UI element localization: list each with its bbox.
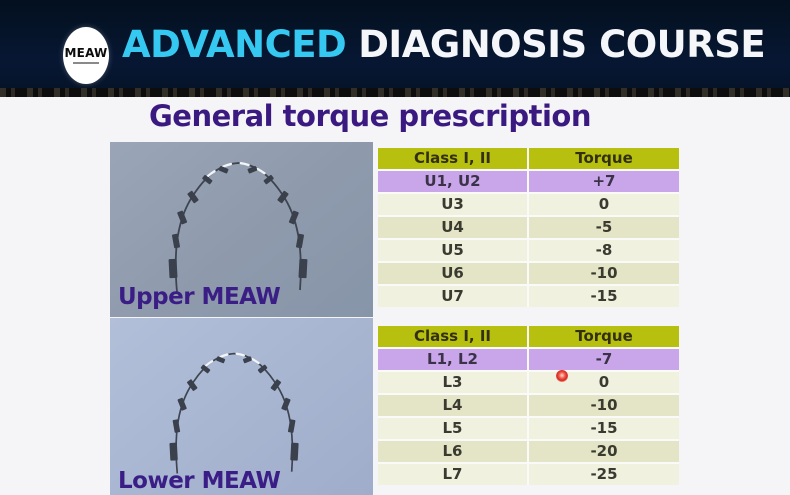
upper-torque-table: Class I, II Torque U1, U2 +7 U3 0 U4 -5 … — [378, 148, 679, 307]
upper-table-header-class: Class I, II — [378, 148, 527, 169]
torque-value-cell: -8 — [529, 240, 679, 261]
lower-table-header-torque: Torque — [529, 326, 679, 347]
lower-meaw-photo: Lower MEAW — [110, 318, 373, 495]
torque-value-cell: 0 — [529, 372, 679, 393]
torque-value-cell: -15 — [529, 418, 679, 439]
tooth-label-cell: U4 — [378, 217, 527, 238]
tooth-label-cell: L6 — [378, 441, 527, 462]
meaw-logo: MEAW — [63, 27, 109, 84]
course-title-highlight: ADVANCED — [122, 22, 347, 66]
tooth-label-cell: L3 — [378, 372, 527, 393]
upper-photo-label: Upper MEAW — [118, 284, 281, 310]
slide-title: General torque prescription — [148, 99, 592, 133]
tooth-label-cell: U7 — [378, 286, 527, 307]
logo-subtext-line — [73, 62, 99, 64]
tooth-label-cell: U5 — [378, 240, 527, 261]
torque-value-cell: -25 — [529, 464, 679, 485]
lower-photo-label: Lower MEAW — [118, 468, 281, 494]
tooth-label-cell: L5 — [378, 418, 527, 439]
torque-value-cell: -10 — [529, 395, 679, 416]
tooth-label-cell: L4 — [378, 395, 527, 416]
course-title-rest: DIAGNOSIS COURSE — [358, 22, 766, 66]
tooth-label-cell: U1, U2 — [378, 171, 527, 192]
torque-value-cell: -20 — [529, 441, 679, 462]
upper-table-header-torque: Torque — [529, 148, 679, 169]
torque-value-cell: -5 — [529, 217, 679, 238]
logo-text: MEAW — [64, 46, 108, 60]
tooth-label-cell: U3 — [378, 194, 527, 215]
torque-value-cell: -10 — [529, 263, 679, 284]
header-bar: MEAW ADVANCED DIAGNOSIS COURSE — [0, 0, 790, 88]
torque-value-cell: +7 — [529, 171, 679, 192]
tooth-label-cell: U6 — [378, 263, 527, 284]
lower-table-header-class: Class I, II — [378, 326, 527, 347]
course-title: ADVANCED DIAGNOSIS COURSE — [122, 0, 766, 88]
tooth-label-cell: L1, L2 — [378, 349, 527, 370]
torque-value-cell: 0 — [529, 194, 679, 215]
torque-value-cell: -7 — [529, 349, 679, 370]
upper-meaw-photo: Upper MEAW — [110, 142, 373, 317]
lower-torque-table: Class I, II Torque L1, L2 -7 L3 0 L4 -10… — [378, 326, 679, 485]
tooth-label-cell: L7 — [378, 464, 527, 485]
laser-pointer-dot — [556, 370, 568, 382]
header-divider-strip — [0, 88, 790, 97]
torque-value-cell: -15 — [529, 286, 679, 307]
